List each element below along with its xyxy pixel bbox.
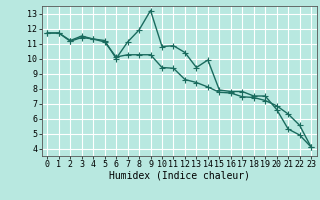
X-axis label: Humidex (Indice chaleur): Humidex (Indice chaleur) [109,171,250,181]
